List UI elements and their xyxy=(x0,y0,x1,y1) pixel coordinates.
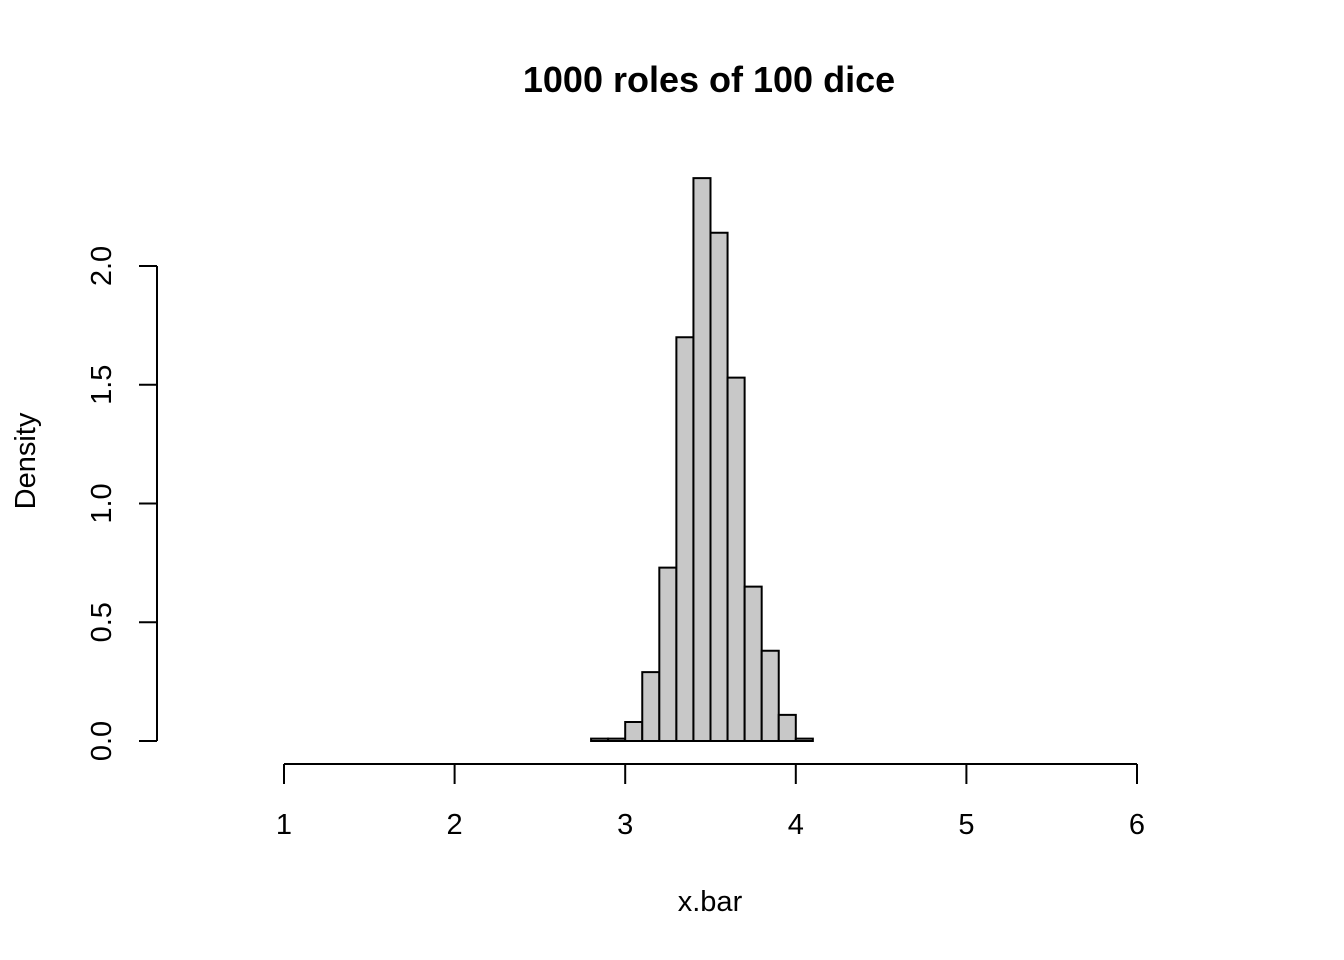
histogram-bar xyxy=(726,376,746,742)
histogram-bar xyxy=(590,737,610,742)
y-tick-label: 2.0 xyxy=(86,246,118,286)
x-tick-label: 4 xyxy=(788,809,804,841)
histogram-bar xyxy=(743,585,763,742)
x-tick-label: 2 xyxy=(447,809,463,841)
histogram-bar xyxy=(692,177,712,742)
histogram-bar xyxy=(709,231,729,742)
y-tick-label: 0.0 xyxy=(86,721,118,761)
x-tick-label: 5 xyxy=(958,809,974,841)
histogram-bar xyxy=(675,336,695,742)
y-tick-label: 1.5 xyxy=(86,365,118,405)
x-tick-label: 6 xyxy=(1129,809,1145,841)
x-tick-label: 3 xyxy=(617,809,633,841)
histogram-bar xyxy=(658,566,678,742)
y-axis-label: Density xyxy=(10,412,42,509)
chart-title: 1000 roles of 100 dice xyxy=(523,59,895,100)
histogram-bar xyxy=(641,671,661,742)
histogram-bar xyxy=(624,721,644,742)
x-axis-label: x.bar xyxy=(678,886,743,918)
x-tick-label: 1 xyxy=(276,809,292,841)
histogram-bar xyxy=(777,713,797,742)
histogram-bar xyxy=(607,737,627,742)
x-axis: 1 2 3 4 5 6 xyxy=(276,763,1145,841)
y-tick-label: 1.0 xyxy=(86,483,118,523)
histogram-bars xyxy=(590,177,814,742)
histogram-bar xyxy=(794,737,814,742)
y-axis: 0.0 0.5 1.0 1.5 2.0 xyxy=(86,246,158,761)
histogram-bar xyxy=(760,649,780,742)
y-tick-label: 0.5 xyxy=(86,602,118,642)
